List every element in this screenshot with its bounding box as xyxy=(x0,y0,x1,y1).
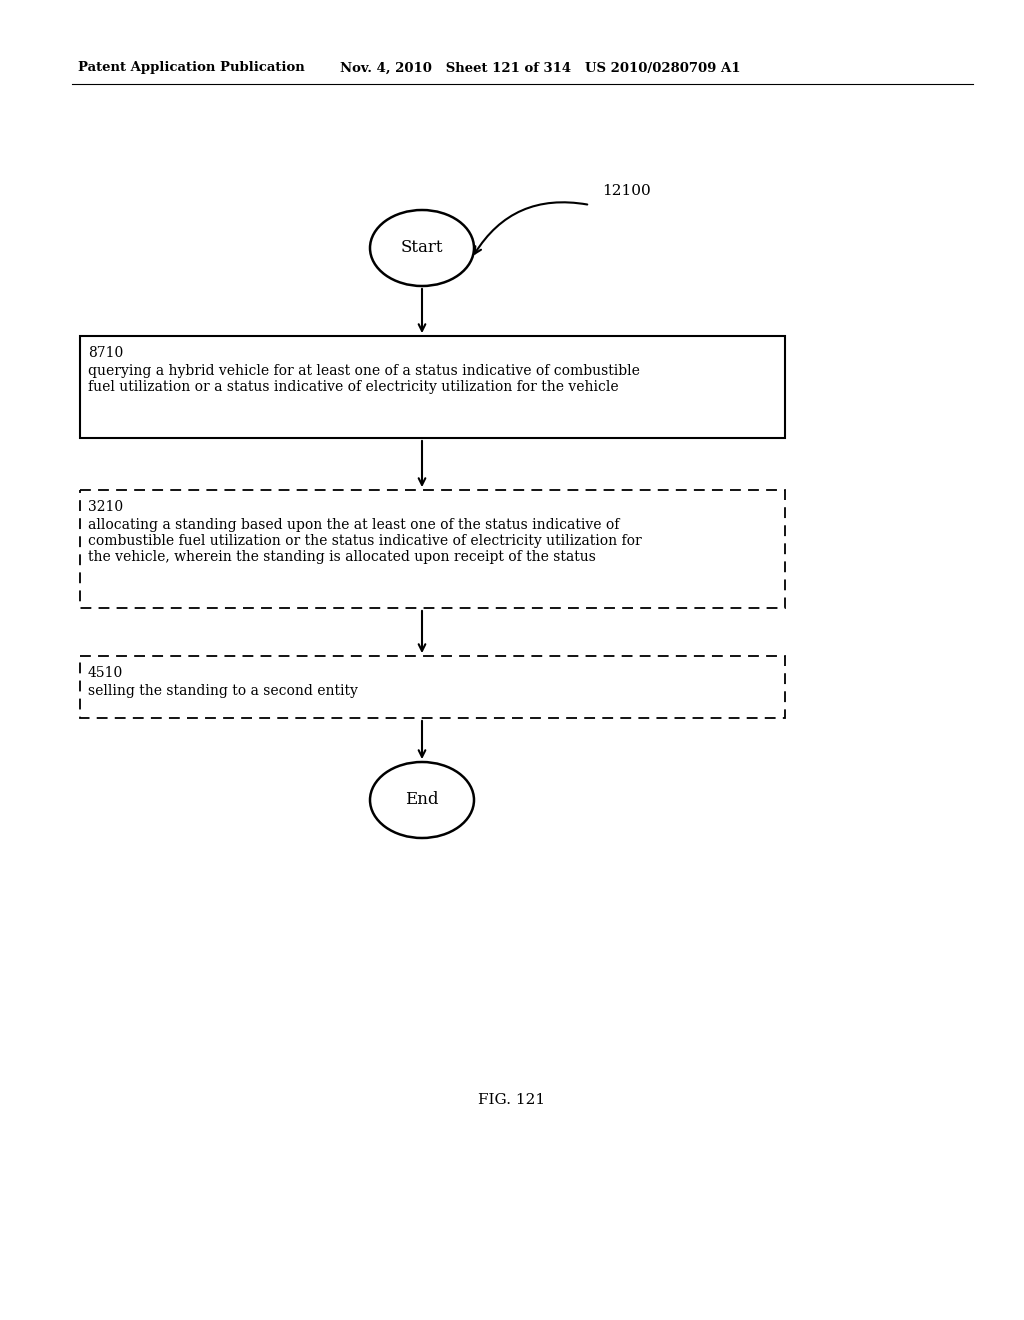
Text: the vehicle, wherein the standing is allocated upon receipt of the status: the vehicle, wherein the standing is all… xyxy=(88,550,596,564)
Text: End: End xyxy=(406,792,438,808)
Text: combustible fuel utilization or the status indicative of electricity utilization: combustible fuel utilization or the stat… xyxy=(88,535,642,548)
Text: querying a hybrid vehicle for at least one of a status indicative of combustible: querying a hybrid vehicle for at least o… xyxy=(88,364,640,378)
Text: 8710: 8710 xyxy=(88,346,123,360)
Text: Start: Start xyxy=(400,239,443,256)
Text: Nov. 4, 2010   Sheet 121 of 314   US 2010/0280709 A1: Nov. 4, 2010 Sheet 121 of 314 US 2010/02… xyxy=(340,62,740,74)
Text: Patent Application Publication: Patent Application Publication xyxy=(78,62,305,74)
Bar xyxy=(80,490,785,609)
Text: 3210: 3210 xyxy=(88,500,123,513)
Text: 12100: 12100 xyxy=(602,183,650,198)
Bar xyxy=(80,656,785,718)
Text: FIG. 121: FIG. 121 xyxy=(478,1093,546,1107)
Text: fuel utilization or a status indicative of electricity utilization for the vehic: fuel utilization or a status indicative … xyxy=(88,380,618,393)
Bar xyxy=(80,337,785,438)
Text: 4510: 4510 xyxy=(88,667,123,680)
Text: allocating a standing based upon the at least one of the status indicative of: allocating a standing based upon the at … xyxy=(88,517,620,532)
Text: selling the standing to a second entity: selling the standing to a second entity xyxy=(88,684,357,698)
